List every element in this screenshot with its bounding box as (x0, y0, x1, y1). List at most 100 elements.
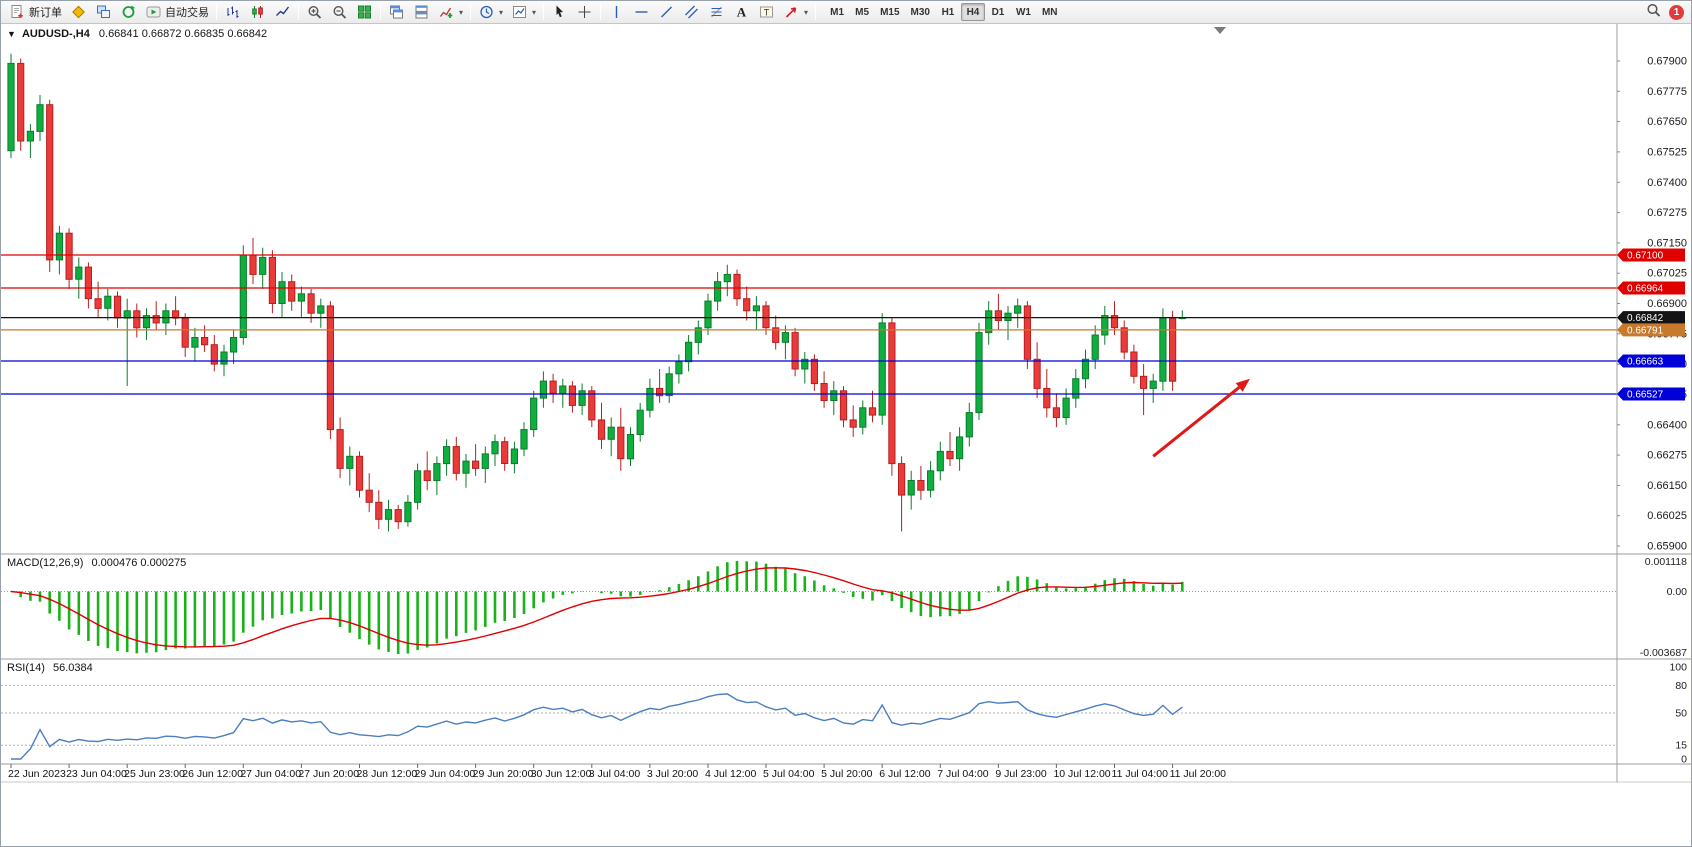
svg-text:0.66964: 0.66964 (1627, 284, 1664, 295)
indicators-button[interactable]: ▾ (434, 2, 467, 22)
periods-button[interactable]: ▾ (474, 2, 507, 22)
price-axis-label: 0.67400 (1647, 177, 1687, 189)
candle (443, 446, 451, 465)
horizontal-line-button[interactable] (629, 2, 654, 22)
stack-windows-button[interactable] (409, 2, 434, 22)
channel-button[interactable] (679, 2, 704, 22)
timeframe-m15[interactable]: M15 (880, 6, 900, 18)
caret-down-icon: ▾ (459, 7, 464, 17)
candle (539, 380, 547, 399)
candle (268, 256, 276, 304)
time-axis-label: 4 Jul 12:00 (705, 768, 757, 780)
timeframe-d1[interactable]: D1 (991, 6, 1005, 18)
candle (501, 441, 509, 465)
candle (849, 419, 857, 428)
timeframe-mn[interactable]: MN (1041, 6, 1058, 18)
price-axis-label: 0.66400 (1647, 419, 1687, 431)
candle (1062, 397, 1070, 419)
time-axis-label: 29 Jun 20:00 (473, 768, 534, 780)
bar-chart-button[interactable] (220, 2, 245, 22)
text-button[interactable]: A (729, 2, 754, 22)
zoom-in-icon (308, 5, 322, 19)
bars-icon (227, 6, 239, 18)
price-axis-label: 0.67525 (1647, 146, 1687, 158)
trendline-button[interactable] (654, 2, 679, 22)
search-icon (1647, 3, 1661, 17)
new-order-button[interactable]: 新订单 (5, 2, 66, 22)
time-axis-label: 27 Jun 20:00 (298, 768, 359, 780)
timeframe-w1[interactable]: W1 (1015, 6, 1031, 18)
arrow-icon (785, 7, 797, 18)
timeframe-h4[interactable]: H4 (960, 3, 985, 21)
cursor-button[interactable] (547, 2, 572, 22)
candle (394, 509, 402, 523)
chart-ohlc-values: 0.66841 0.66872 0.66835 0.66842 (98, 28, 268, 40)
zoom-in-button[interactable] (302, 2, 327, 22)
time-axis-label: 30 Jun 12:00 (531, 768, 592, 780)
cascade-windows-button[interactable] (384, 2, 409, 22)
candle (549, 380, 557, 394)
toolbar-separator (470, 4, 472, 20)
candle (433, 463, 441, 482)
candle (898, 463, 906, 496)
price-level-tag: 0.66964 (1617, 281, 1685, 295)
candle (568, 385, 576, 406)
autotrading-button-label: 自动交易 (165, 7, 209, 19)
price-axis-label: 0.67275 (1647, 207, 1687, 219)
candle (326, 305, 334, 431)
notification-badge[interactable]: 1 (1669, 4, 1684, 20)
trend-arrow-annotation[interactable] (1152, 378, 1250, 458)
candle (907, 480, 915, 496)
chart-symbol-title: AUDUSD-,H4 (21, 28, 90, 40)
marketwatch-button[interactable] (66, 2, 91, 22)
candle (7, 62, 15, 152)
chart-shift-marker[interactable] (1214, 27, 1226, 34)
trendline-icon (661, 6, 673, 18)
label-icon: T (760, 6, 774, 18)
svg-text:0.66791: 0.66791 (1627, 325, 1664, 336)
candle (1014, 305, 1022, 314)
candle (1130, 351, 1138, 377)
arrows-button[interactable]: ▾ (779, 2, 812, 22)
current-price-tag: 0.66842 (1617, 311, 1685, 325)
candle (113, 295, 122, 319)
time-axis-label: 5 Jul 20:00 (821, 768, 873, 780)
candle (859, 407, 867, 428)
macd-axis-max: 0.001118 (1645, 556, 1687, 568)
candle (414, 470, 422, 503)
line-chart-button[interactable] (270, 2, 295, 22)
cursor-icon (556, 5, 564, 18)
autotrading-button[interactable]: 自动交易 (141, 2, 213, 22)
timeframe-toolbar: M1 M5 M15 M30 H1 H4 D1 W1 MN (825, 3, 1062, 21)
text-icon: A (737, 5, 747, 20)
macd-axis-min: -0.003687 (1640, 647, 1687, 659)
navigator-button[interactable] (116, 2, 141, 22)
chart-windows-button[interactable] (91, 2, 116, 22)
candle (704, 300, 712, 329)
one-click-trading-toggle[interactable]: ▼ (7, 29, 16, 39)
candle (694, 327, 702, 343)
candle (472, 460, 480, 469)
search-button[interactable] (1645, 2, 1662, 23)
zoom-out-button[interactable] (327, 2, 352, 22)
toolbar-separator (216, 4, 217, 20)
timeframe-m30[interactable]: M30 (910, 6, 930, 18)
fibonacci-button[interactable] (704, 2, 729, 22)
rsi-name: RSI(14) (7, 662, 45, 674)
tile-windows-button[interactable] (352, 2, 377, 22)
label-button[interactable]: T (754, 2, 779, 22)
candle (1033, 358, 1041, 389)
timeframe-m1[interactable]: M1 (830, 6, 845, 18)
timeframe-h1[interactable]: H1 (941, 6, 955, 18)
candlestick-chart-button[interactable] (245, 2, 270, 22)
timeframe-m5[interactable]: M5 (855, 6, 870, 18)
line-icon (276, 6, 290, 16)
candle (946, 450, 954, 460)
crosshair-button[interactable] (572, 2, 597, 22)
templates-button[interactable]: ▾ (507, 2, 540, 22)
candle (55, 232, 63, 261)
vertical-line-button[interactable] (604, 2, 629, 22)
rsi-axis-label: 15 (1675, 740, 1687, 752)
